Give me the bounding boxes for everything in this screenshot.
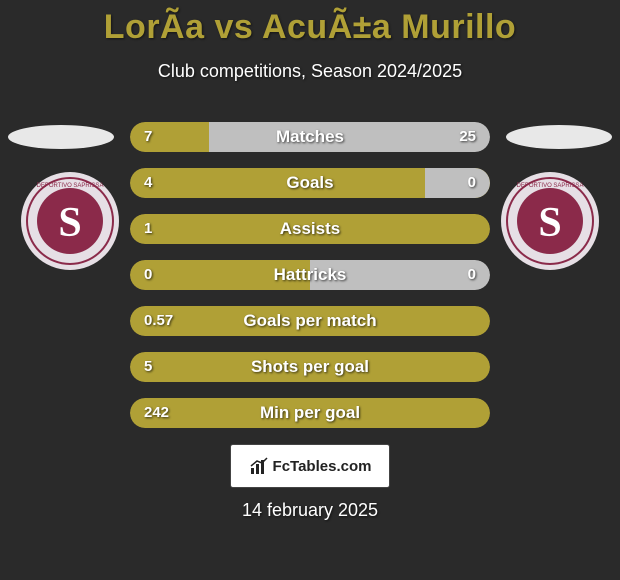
svg-text:DEPORTIVO SAPRISSA: DEPORTIVO SAPRISSA — [37, 183, 104, 189]
page-title: LorÃa vs AcuÃ±a Murillo — [0, 0, 620, 47]
stat-label: Goals — [130, 168, 490, 198]
stat-label: Shots per goal — [130, 352, 490, 382]
svg-text:S: S — [58, 200, 81, 246]
brand-text: FcTables.com — [273, 458, 372, 475]
stat-row: 5Shots per goal — [130, 352, 490, 382]
stat-row: 0.57Goals per match — [130, 306, 490, 336]
stat-row: 00Hattricks — [130, 260, 490, 290]
stat-label: Assists — [130, 214, 490, 244]
brand-tag: FcTables.com — [230, 444, 390, 488]
player-avatar-right — [506, 125, 612, 149]
stat-row: 1Assists — [130, 214, 490, 244]
page-subtitle: Club competitions, Season 2024/2025 — [0, 61, 620, 82]
club-badge-right: S DEPORTIVO SAPRISSA — [500, 171, 600, 271]
footer-date: 14 february 2025 — [0, 500, 620, 521]
club-badge-left: S DEPORTIVO SAPRISSA — [20, 171, 120, 271]
svg-text:DEPORTIVO SAPRISSA: DEPORTIVO SAPRISSA — [517, 183, 584, 189]
stat-label: Matches — [130, 122, 490, 152]
stat-row: 242Min per goal — [130, 398, 490, 428]
player-avatar-left — [8, 125, 114, 149]
stat-label: Min per goal — [130, 398, 490, 428]
brand-chart-icon — [249, 456, 269, 476]
comparison-bars: 725Matches 40Goals 1Assists 00Hattricks 0.57… — [130, 122, 490, 444]
stat-label: Hattricks — [130, 260, 490, 290]
stat-row: 40Goals — [130, 168, 490, 198]
stat-row: 725Matches — [130, 122, 490, 152]
svg-text:S: S — [538, 200, 561, 246]
stat-label: Goals per match — [130, 306, 490, 336]
